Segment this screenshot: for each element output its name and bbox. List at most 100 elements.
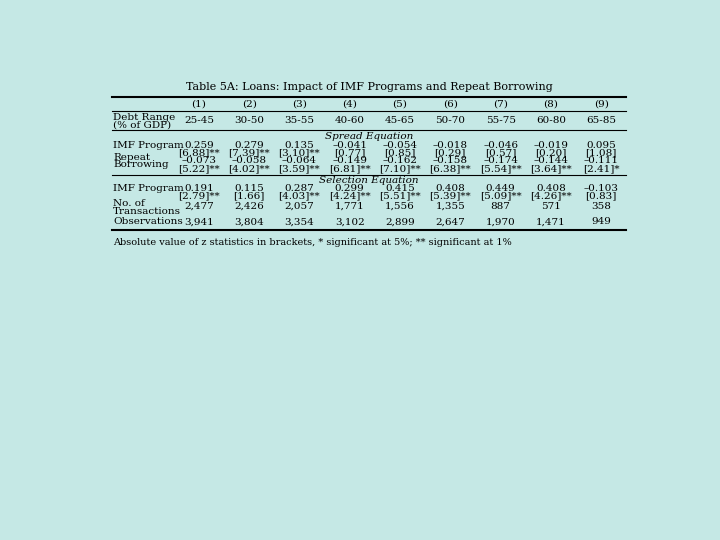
Text: [0.57]: [0.57] — [485, 148, 516, 157]
Text: 571: 571 — [541, 202, 561, 211]
Text: 55-75: 55-75 — [485, 116, 516, 125]
Text: [0.20]: [0.20] — [535, 148, 567, 157]
Text: [6.88]**: [6.88]** — [178, 148, 220, 157]
Text: –0.064: –0.064 — [282, 156, 317, 165]
Text: Repeat: Repeat — [113, 153, 150, 161]
Text: 1,771: 1,771 — [335, 202, 364, 211]
Text: 3,941: 3,941 — [184, 218, 214, 226]
Text: –0.162: –0.162 — [382, 156, 418, 165]
Text: 0.299: 0.299 — [335, 184, 364, 193]
Text: Absolute value of z statistics in brackets, * significant at 5%; ** significant : Absolute value of z statistics in bracke… — [113, 238, 512, 247]
Text: [2.41]*: [2.41]* — [583, 164, 619, 173]
Text: [7.10]**: [7.10]** — [379, 164, 420, 173]
Text: Transactions: Transactions — [113, 207, 181, 215]
Text: –0.046: –0.046 — [483, 141, 518, 150]
Text: –0.019: –0.019 — [534, 141, 568, 150]
Text: 35-55: 35-55 — [284, 116, 315, 125]
Text: (9): (9) — [594, 99, 608, 109]
Text: [3.59]**: [3.59]** — [279, 164, 320, 173]
Text: (7): (7) — [493, 99, 508, 109]
Text: [7.39]**: [7.39]** — [228, 148, 270, 157]
Text: 0.095: 0.095 — [586, 141, 616, 150]
Text: 0.408: 0.408 — [436, 184, 465, 193]
Text: 0.287: 0.287 — [284, 184, 315, 193]
Text: 30-50: 30-50 — [234, 116, 264, 125]
Text: [1.08]: [1.08] — [585, 148, 617, 157]
Text: 1,355: 1,355 — [436, 202, 465, 211]
Text: [3.10]**: [3.10]** — [279, 148, 320, 157]
Text: [5.51]**: [5.51]** — [379, 191, 420, 200]
Text: Debt Range: Debt Range — [113, 113, 176, 122]
Text: Selection Equation: Selection Equation — [319, 176, 419, 185]
Text: 50-70: 50-70 — [436, 116, 465, 125]
Text: 2,426: 2,426 — [234, 202, 264, 211]
Text: [5.22]**: [5.22]** — [178, 164, 220, 173]
Text: –0.149: –0.149 — [332, 156, 367, 165]
Text: 2,477: 2,477 — [184, 202, 214, 211]
Text: 3,804: 3,804 — [234, 218, 264, 226]
Text: 2,899: 2,899 — [385, 218, 415, 226]
Text: [5.54]**: [5.54]** — [480, 164, 521, 173]
Text: 1,471: 1,471 — [536, 218, 566, 226]
Text: –0.158: –0.158 — [433, 156, 468, 165]
Text: (8): (8) — [544, 99, 558, 109]
Text: [0.85]: [0.85] — [384, 148, 415, 157]
Text: IMF Program: IMF Program — [113, 141, 184, 150]
Text: 3,102: 3,102 — [335, 218, 364, 226]
Text: [4.02]**: [4.02]** — [228, 164, 270, 173]
Text: –0.073: –0.073 — [181, 156, 216, 165]
Text: 0.408: 0.408 — [536, 184, 566, 193]
Text: Observations: Observations — [113, 218, 183, 226]
Text: [0.83]: [0.83] — [585, 191, 617, 200]
Text: [4.26]**: [4.26]** — [530, 191, 572, 200]
Text: (1): (1) — [192, 99, 207, 109]
Text: 949: 949 — [591, 218, 611, 226]
Text: 0.449: 0.449 — [486, 184, 516, 193]
Text: 0.259: 0.259 — [184, 141, 214, 150]
Text: –0.018: –0.018 — [433, 141, 468, 150]
Text: Borrowing: Borrowing — [113, 160, 169, 170]
Text: –0.103: –0.103 — [584, 184, 618, 193]
Text: (5): (5) — [392, 99, 408, 109]
Text: [5.39]**: [5.39]** — [429, 191, 471, 200]
Text: 65-85: 65-85 — [586, 116, 616, 125]
Text: 25-45: 25-45 — [184, 116, 214, 125]
Text: 0.135: 0.135 — [284, 141, 315, 150]
Text: [0.29]: [0.29] — [435, 148, 466, 157]
Text: 887: 887 — [490, 202, 510, 211]
Text: (4): (4) — [342, 99, 357, 109]
Text: 0.279: 0.279 — [234, 141, 264, 150]
Text: (6): (6) — [443, 99, 458, 109]
Text: 40-60: 40-60 — [335, 116, 365, 125]
Text: [6.81]**: [6.81]** — [329, 164, 371, 173]
Text: (3): (3) — [292, 99, 307, 109]
Text: [1.66]: [1.66] — [233, 191, 265, 200]
Text: –0.054: –0.054 — [382, 141, 418, 150]
Text: –0.111: –0.111 — [584, 156, 618, 165]
Text: [0.77]: [0.77] — [334, 148, 365, 157]
Text: [4.03]**: [4.03]** — [279, 191, 320, 200]
Text: –0.058: –0.058 — [232, 156, 266, 165]
Text: –0.041: –0.041 — [332, 141, 367, 150]
Text: [3.64]**: [3.64]** — [530, 164, 572, 173]
Text: –0.144: –0.144 — [534, 156, 568, 165]
Text: 1,970: 1,970 — [486, 218, 516, 226]
Text: [4.24]**: [4.24]** — [329, 191, 371, 200]
Text: IMF Program: IMF Program — [113, 184, 184, 193]
Text: (2): (2) — [242, 99, 256, 109]
Text: (% of GDP): (% of GDP) — [113, 120, 171, 130]
Text: [5.09]**: [5.09]** — [480, 191, 521, 200]
Text: 3,354: 3,354 — [284, 218, 315, 226]
Text: Table 5A: Loans: Impact of IMF Programs and Repeat Borrowing: Table 5A: Loans: Impact of IMF Programs … — [186, 82, 552, 92]
Text: 60-80: 60-80 — [536, 116, 566, 125]
Text: 45-65: 45-65 — [385, 116, 415, 125]
Text: 2,647: 2,647 — [436, 218, 465, 226]
Text: –0.174: –0.174 — [483, 156, 518, 165]
Text: 0.415: 0.415 — [385, 184, 415, 193]
Text: 1,556: 1,556 — [385, 202, 415, 211]
Text: [6.38]**: [6.38]** — [429, 164, 471, 173]
Text: 0.191: 0.191 — [184, 184, 214, 193]
Text: 2,057: 2,057 — [284, 202, 315, 211]
Text: No. of: No. of — [113, 199, 145, 208]
Text: [2.79]**: [2.79]** — [178, 191, 220, 200]
